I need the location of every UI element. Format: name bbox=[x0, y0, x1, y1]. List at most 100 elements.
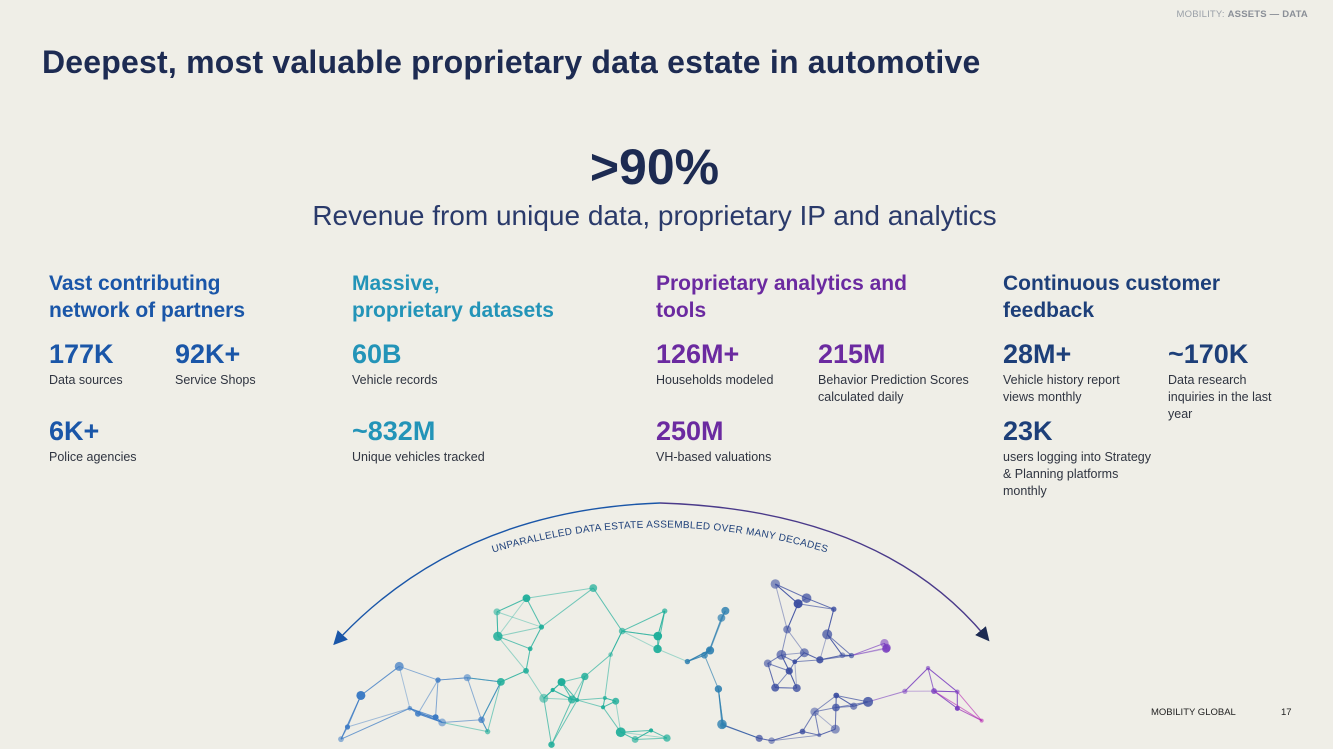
network-link bbox=[836, 694, 869, 703]
network-node bbox=[600, 705, 606, 710]
column-heading: Continuous customer feedback bbox=[1003, 272, 1221, 322]
network-link bbox=[771, 734, 820, 742]
network-link bbox=[775, 583, 807, 599]
network-link bbox=[775, 583, 807, 599]
hero-value: >90% bbox=[589, 139, 720, 195]
network-node bbox=[493, 608, 501, 616]
network-link bbox=[398, 666, 411, 709]
network-node bbox=[653, 644, 662, 654]
network-link bbox=[610, 630, 623, 655]
network-link bbox=[340, 707, 411, 740]
network-link bbox=[767, 663, 776, 688]
network-node bbox=[438, 718, 447, 727]
network-link bbox=[360, 666, 400, 696]
network-link bbox=[723, 724, 760, 739]
network-link bbox=[576, 676, 586, 701]
network-node bbox=[589, 584, 598, 592]
network-node bbox=[902, 688, 908, 694]
network-link bbox=[497, 636, 527, 672]
column-feedback: Continuous customer feedback bbox=[1003, 270, 1220, 324]
network-link bbox=[814, 695, 837, 713]
stat-households: 126M+ Households modeled bbox=[656, 339, 774, 387]
network-link bbox=[529, 626, 542, 650]
network-node bbox=[792, 684, 801, 693]
page-number: 17 bbox=[1281, 707, 1292, 718]
column-heading: Proprietary analytics and tools bbox=[656, 272, 907, 322]
network-node bbox=[414, 710, 421, 717]
network-link bbox=[657, 648, 688, 663]
network-node bbox=[527, 646, 533, 652]
network-node bbox=[810, 707, 819, 717]
network-node bbox=[615, 727, 626, 738]
network-node bbox=[839, 652, 846, 659]
network-node bbox=[618, 627, 626, 635]
network-link bbox=[437, 677, 468, 681]
network-link bbox=[584, 654, 611, 677]
column-analytics: Proprietary analytics and tools bbox=[656, 270, 907, 324]
network-link bbox=[497, 635, 531, 650]
network-link bbox=[543, 697, 572, 701]
arc-caption: UNPARALLELED DATA ESTATE ASSEMBLED OVER … bbox=[491, 519, 830, 555]
network-node bbox=[830, 724, 840, 734]
network-node bbox=[705, 646, 715, 655]
section-tag: MOBILITY: ASSETS — DATA bbox=[1176, 9, 1308, 20]
network-link bbox=[551, 699, 573, 745]
network-node bbox=[608, 652, 613, 657]
network-link bbox=[621, 610, 665, 632]
network-link bbox=[904, 667, 929, 692]
network-node bbox=[768, 737, 775, 745]
network-node bbox=[522, 594, 531, 603]
network-link bbox=[687, 649, 711, 663]
network-link bbox=[466, 677, 482, 720]
network-link bbox=[526, 587, 594, 599]
network-link bbox=[774, 583, 788, 630]
network-link bbox=[704, 655, 719, 690]
network-node bbox=[771, 683, 780, 692]
network-node bbox=[850, 702, 858, 710]
network-node bbox=[575, 697, 580, 703]
stat-police-agencies: 6K+ Police agencies bbox=[49, 416, 137, 464]
network-node bbox=[662, 608, 668, 614]
network-link bbox=[347, 707, 410, 728]
network-node bbox=[822, 629, 833, 640]
network-link bbox=[571, 676, 586, 700]
network-link bbox=[786, 629, 805, 654]
arc-arrow bbox=[333, 502, 661, 646]
network-node bbox=[755, 734, 763, 742]
network-node bbox=[848, 652, 855, 659]
network-node bbox=[799, 728, 806, 735]
network-node bbox=[653, 631, 663, 641]
stat-report-views: 28M+ Vehicle history report views monthly bbox=[1003, 339, 1120, 404]
network-node bbox=[435, 677, 441, 683]
network-node bbox=[663, 734, 671, 742]
network-node bbox=[954, 705, 960, 711]
network-node bbox=[799, 648, 809, 658]
network-link bbox=[497, 626, 542, 637]
network-link bbox=[851, 647, 887, 657]
network-node bbox=[833, 692, 840, 699]
network-link bbox=[481, 681, 502, 720]
network-link bbox=[497, 635, 531, 650]
column-heading: Vast contributing network of partners bbox=[49, 272, 246, 322]
network-node bbox=[567, 695, 576, 704]
network-node bbox=[550, 687, 555, 693]
network-node bbox=[721, 606, 730, 615]
network-link bbox=[622, 630, 658, 637]
network-node bbox=[954, 689, 960, 695]
network-link bbox=[717, 688, 724, 726]
network-node bbox=[720, 722, 727, 729]
stat-valuations: 250M VH-based valuations bbox=[656, 416, 772, 464]
network-link bbox=[933, 690, 982, 722]
network-node bbox=[863, 696, 874, 707]
network-link bbox=[904, 667, 929, 692]
network-node bbox=[484, 728, 491, 735]
network-node bbox=[776, 649, 787, 660]
network-node bbox=[493, 631, 503, 642]
stat-data-sources: 177K Data sources bbox=[49, 339, 123, 387]
network-node bbox=[979, 718, 984, 723]
network-link bbox=[577, 697, 605, 701]
network-link bbox=[794, 659, 820, 663]
network-link bbox=[620, 731, 668, 739]
network-link bbox=[933, 690, 958, 693]
network-node bbox=[463, 674, 471, 682]
